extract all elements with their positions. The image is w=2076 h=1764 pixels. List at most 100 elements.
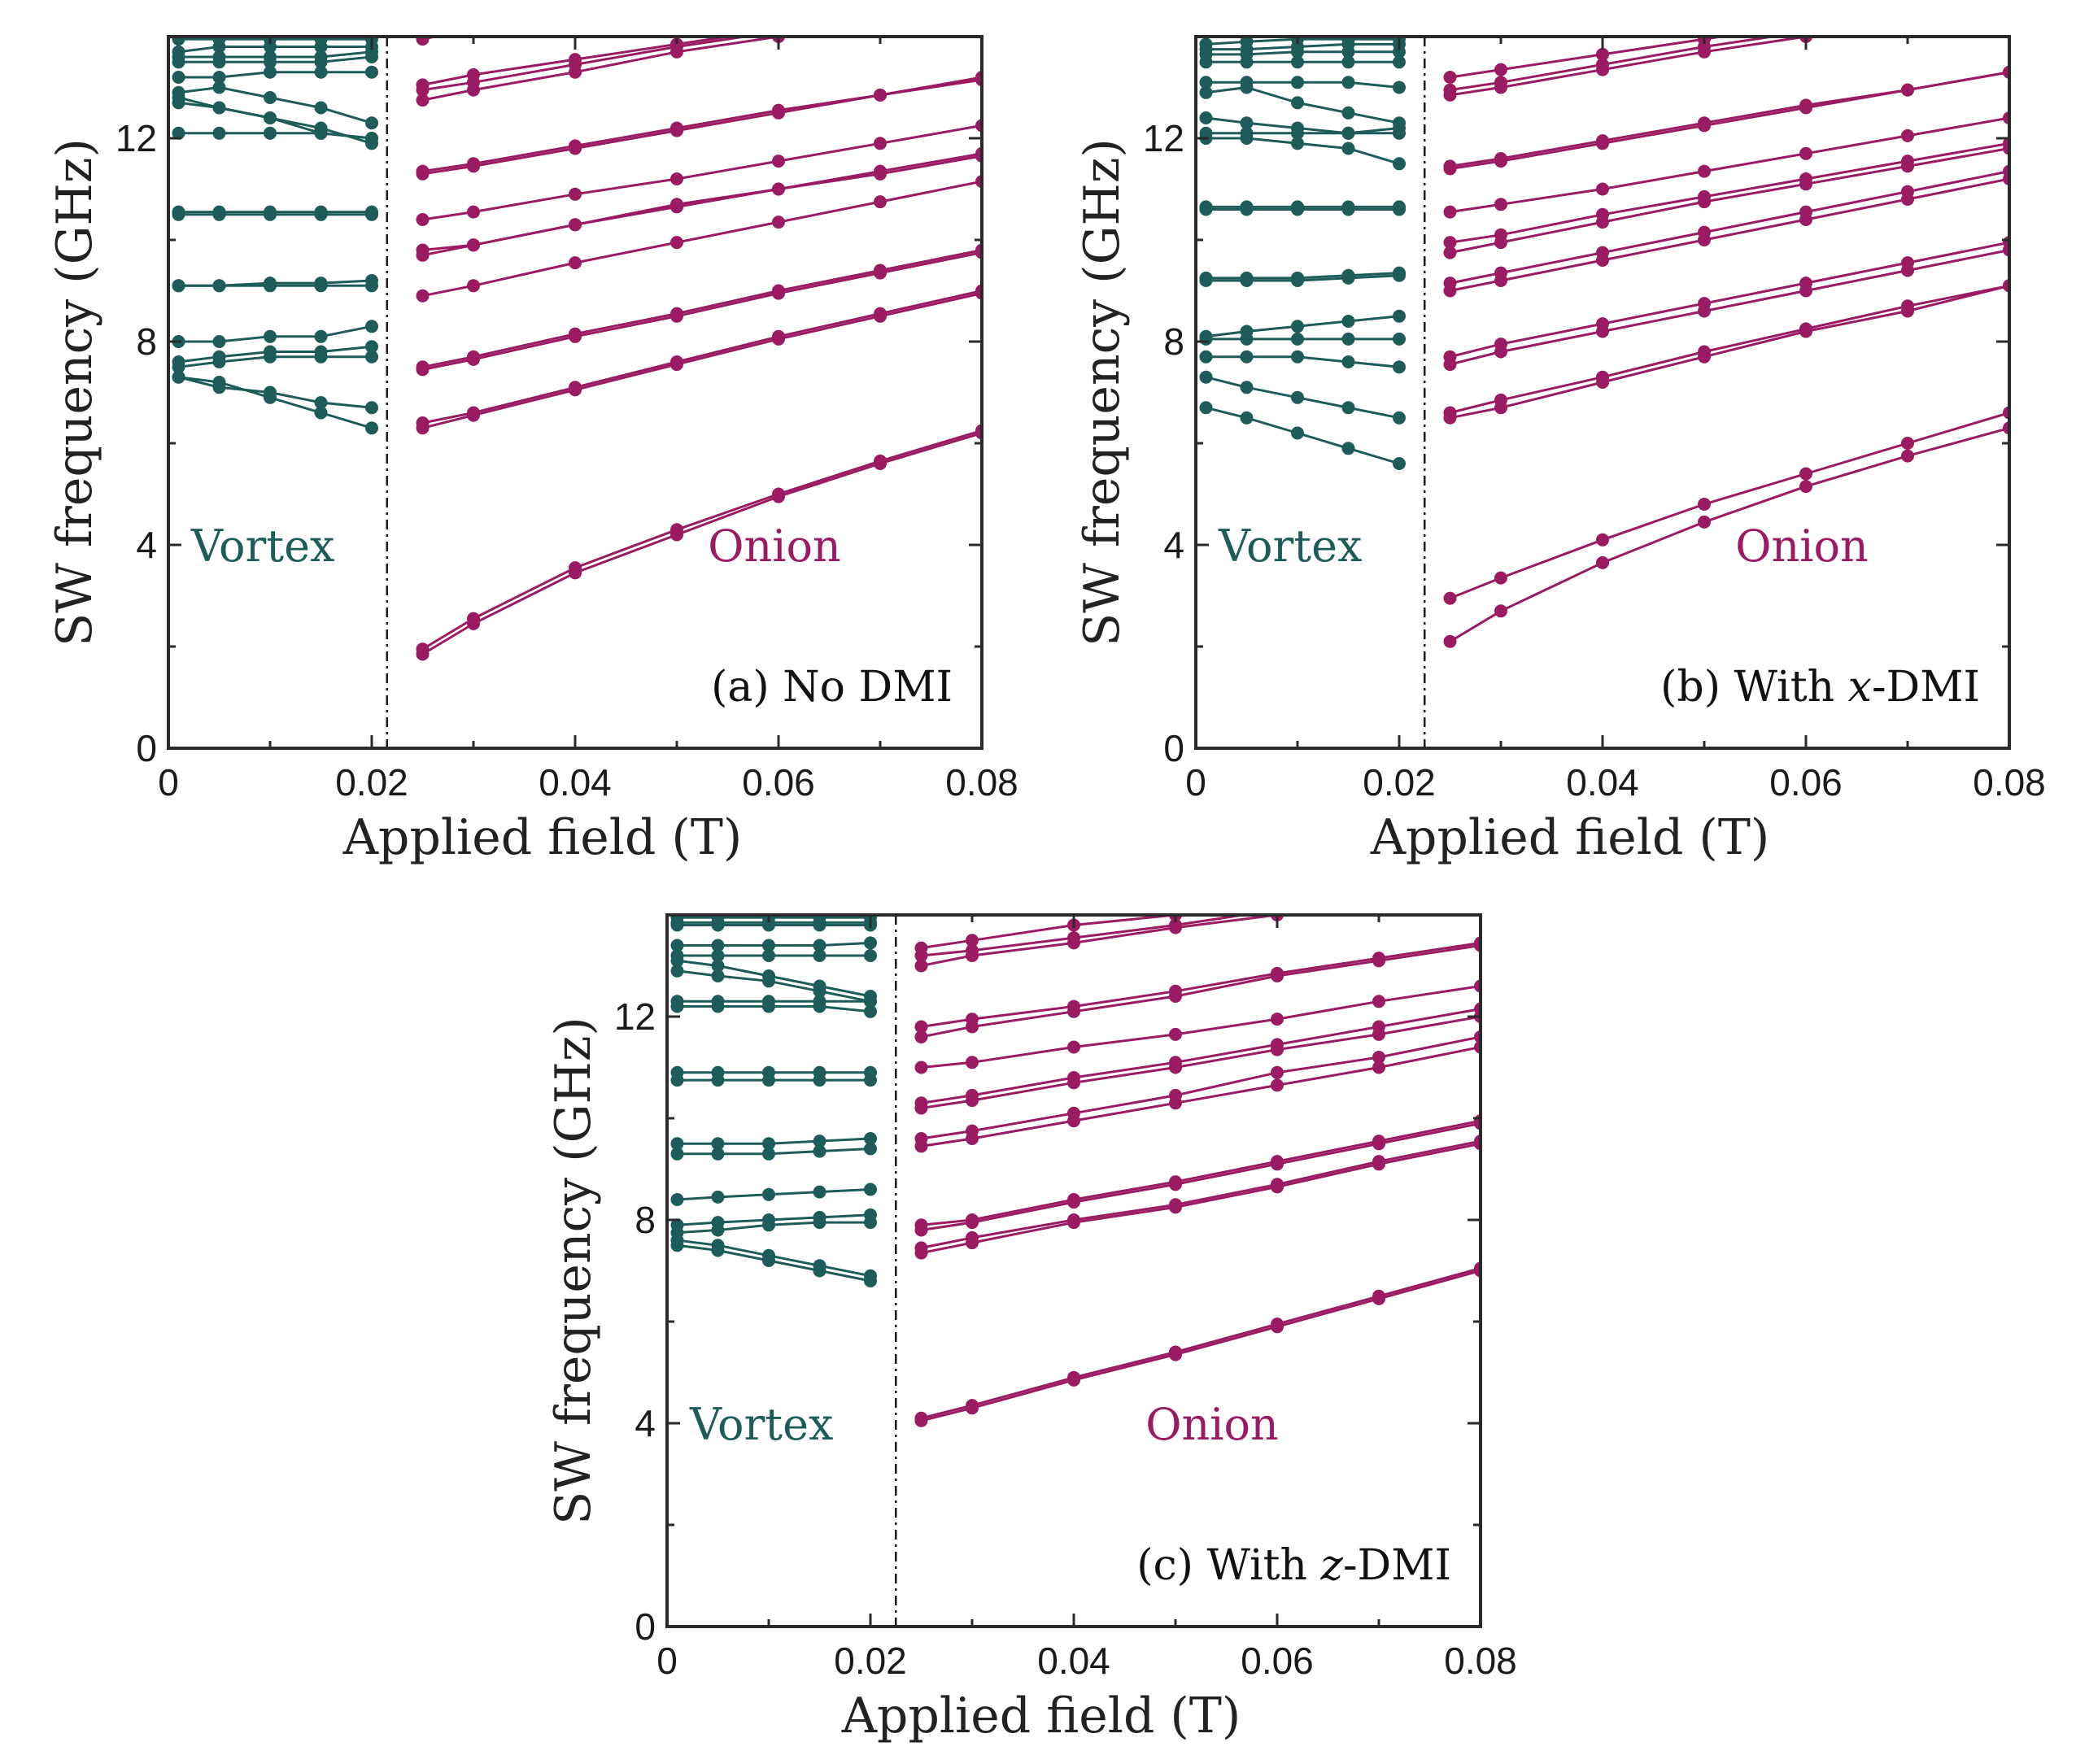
onion-mode-point bbox=[1271, 893, 1284, 906]
x-tick-label: 0.04 bbox=[1566, 761, 1639, 804]
vortex-mode-point bbox=[264, 329, 277, 343]
vortex-mode-point bbox=[711, 1065, 725, 1079]
vortex-mode-point bbox=[762, 1248, 775, 1262]
plot-area bbox=[1199, 2, 2009, 648]
y-tick-label: 4 bbox=[1163, 524, 1184, 566]
vortex-mode-point bbox=[813, 915, 826, 925]
vortex-mode-point bbox=[813, 995, 826, 1008]
onion-mode-point bbox=[966, 1399, 979, 1413]
vortex-mode-point bbox=[1199, 85, 1213, 99]
onion-mode-point bbox=[966, 1088, 979, 1102]
onion-mode-point bbox=[1494, 152, 1507, 165]
x-tick-label: 0.02 bbox=[1363, 761, 1436, 804]
onion-mode-line bbox=[1450, 37, 1781, 92]
onion-mode-point bbox=[569, 256, 582, 270]
onion-mode-line bbox=[422, 37, 787, 102]
vortex-mode-point bbox=[1341, 315, 1355, 328]
onion-mode-point bbox=[1372, 952, 1385, 965]
onion-mode-point bbox=[670, 0, 683, 5]
onion-mode-point bbox=[467, 157, 480, 171]
vortex-mode-point bbox=[711, 995, 725, 1008]
vortex-mode-point bbox=[864, 1183, 877, 1196]
vortex-mode-point bbox=[314, 329, 328, 343]
vortex-mode-point bbox=[365, 116, 378, 130]
onion-mode-point bbox=[416, 78, 430, 92]
onion-mode-point bbox=[569, 53, 582, 67]
vortex-mode-point bbox=[314, 65, 328, 79]
onion-mode-point bbox=[1271, 1318, 1284, 1331]
onion-mode-point bbox=[1799, 17, 1812, 30]
vortex-mode-point bbox=[670, 939, 684, 952]
vortex-mode-point bbox=[365, 350, 378, 364]
vortex-mode-point bbox=[172, 370, 185, 384]
onion-mode-point bbox=[772, 103, 785, 117]
vortex-mode-point bbox=[711, 1239, 725, 1252]
y-tick-label: 4 bbox=[635, 1402, 656, 1444]
onion-mode-point bbox=[1169, 1198, 1182, 1212]
onion-mode-point bbox=[1494, 338, 1507, 351]
vortex-mode-point bbox=[1240, 324, 1254, 338]
vortex-mode-point bbox=[314, 345, 328, 359]
onion-mode-point bbox=[975, 0, 988, 13]
onion-mode-line bbox=[1450, 71, 2009, 168]
onion-mode-point bbox=[1443, 634, 1457, 648]
onion-mode-point bbox=[1271, 1155, 1284, 1169]
onion-mode-point bbox=[1169, 1345, 1182, 1359]
onion-mode-point bbox=[1067, 1193, 1080, 1206]
onion-mode-point bbox=[1372, 1020, 1385, 1034]
vortex-mode-point bbox=[1341, 355, 1355, 368]
onion-mode-line bbox=[921, 915, 1252, 957]
onion-mode-point bbox=[966, 1213, 979, 1226]
onion-mode-point bbox=[1698, 297, 1711, 311]
vortex-mode-point bbox=[1240, 411, 1254, 425]
onion-mode-point bbox=[772, 155, 785, 168]
vortex-mode-point bbox=[314, 50, 328, 63]
vortex-mode-point bbox=[314, 396, 328, 409]
onion-mode-point bbox=[1067, 1071, 1080, 1084]
panel-caption: (c) With z-DMI bbox=[1136, 1541, 1451, 1590]
vortex-mode-point bbox=[864, 1132, 877, 1145]
vortex-mode-point bbox=[864, 1065, 877, 1079]
onion-mode-point bbox=[1799, 146, 1812, 160]
onion-mode-point bbox=[416, 416, 430, 429]
vortex-mode-point bbox=[813, 1135, 826, 1148]
y-tick-label: 0 bbox=[136, 727, 157, 769]
onion-mode-point bbox=[1698, 116, 1711, 130]
onion-mode-point bbox=[914, 959, 928, 973]
onion-mode-line bbox=[921, 941, 1481, 1028]
onion-mode-point bbox=[670, 198, 683, 211]
vortex-mode-point bbox=[1240, 200, 1254, 214]
onion-mode-point bbox=[1799, 205, 1812, 219]
onion-mode-point bbox=[1494, 198, 1507, 211]
vortex-mode-point bbox=[670, 949, 684, 962]
vortex-mode-point bbox=[711, 1137, 725, 1151]
onion-mode-point bbox=[1901, 299, 1914, 313]
vortex-mode-point bbox=[670, 995, 684, 1008]
onion-mode-point bbox=[467, 279, 480, 293]
onion-mode-point bbox=[1901, 2, 1914, 15]
onion-mode-point bbox=[874, 137, 887, 150]
onion-mode-line bbox=[921, 1139, 1481, 1249]
onion-mode-point bbox=[874, 454, 887, 468]
vortex-mode-point bbox=[1291, 426, 1304, 440]
onion-mode-point bbox=[874, 88, 887, 102]
onion-mode-point bbox=[914, 1218, 928, 1232]
onion-mode-point bbox=[1372, 1135, 1385, 1148]
vortex-mode-point bbox=[212, 205, 226, 219]
vortex-mode-point bbox=[711, 939, 725, 952]
vortex-mode-point bbox=[864, 936, 877, 950]
vortex-mode-point bbox=[264, 205, 277, 219]
onion-mode-line bbox=[921, 915, 1184, 950]
vortex-mode-point bbox=[1199, 200, 1213, 214]
onion-mode-point bbox=[1169, 1056, 1182, 1069]
panel-caption: (a) No DMI bbox=[711, 663, 953, 712]
x-axis-title: Applied field (T) bbox=[342, 809, 743, 866]
onion-mode-point bbox=[1372, 995, 1385, 1008]
panel-a-no-dmi: 0 0.02 0.04 0.06 0.08 0 4 8 12 Applied field (T) S… bbox=[46, 0, 1018, 866]
vortex-mode-point bbox=[1291, 55, 1304, 69]
onion-mode-point bbox=[670, 307, 683, 320]
vortex-mode-point bbox=[813, 1210, 826, 1224]
vortex-mode-point bbox=[670, 1193, 684, 1206]
vortex-region-label: Vortex bbox=[1218, 520, 1362, 572]
